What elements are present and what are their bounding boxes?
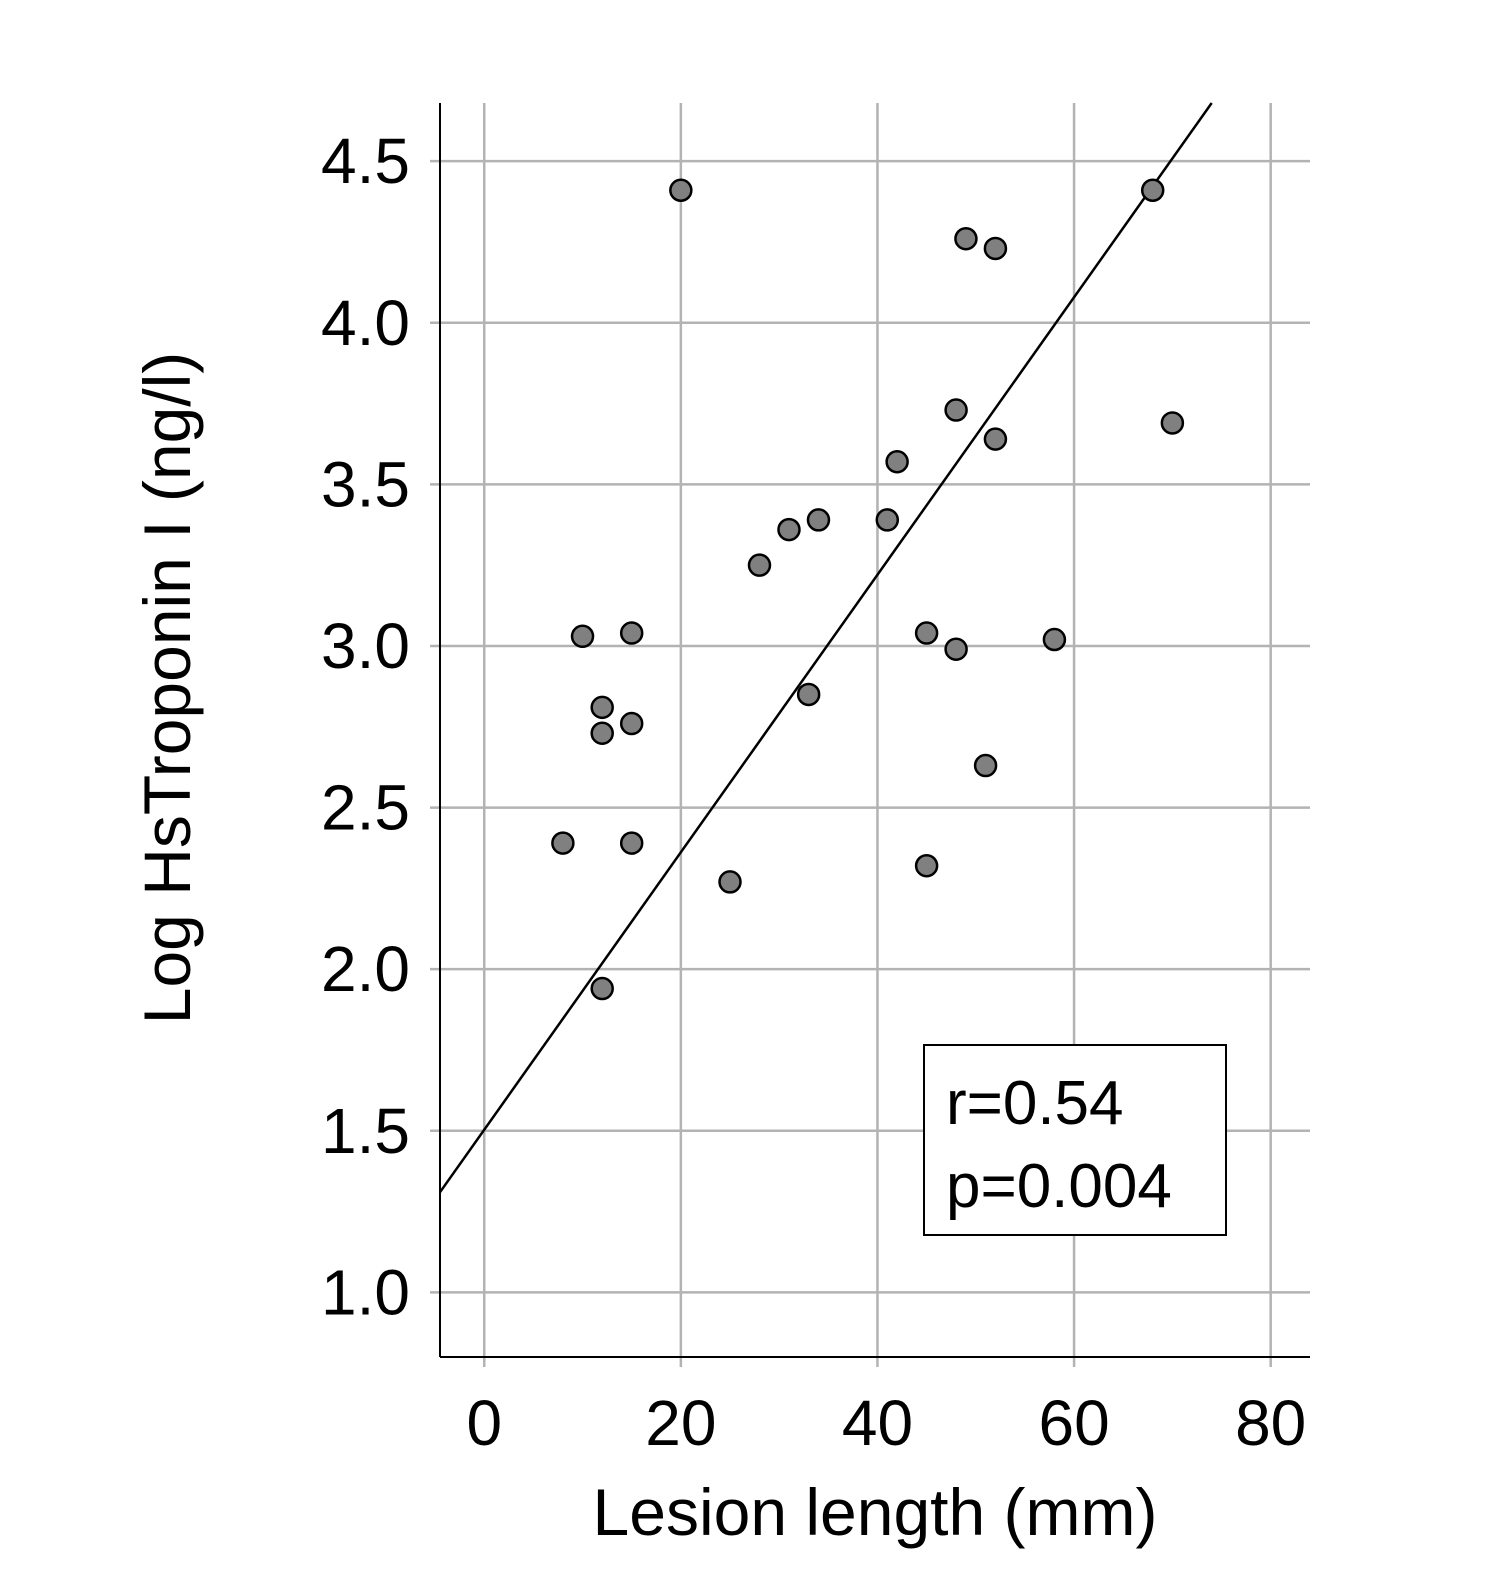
- data-point: [590, 721, 614, 745]
- data-point: [777, 517, 801, 542]
- data-point: [885, 449, 909, 474]
- axes: [439, 103, 1310, 1358]
- data-point: [914, 621, 939, 645]
- stats-annotation-box: [923, 1044, 1227, 1236]
- y-tick-label: 4.0: [321, 287, 410, 359]
- regression-line: [438, 102, 1213, 1193]
- data-point: [914, 853, 939, 878]
- p-value-text: p=0.004: [946, 1152, 1172, 1221]
- data-point: [983, 427, 1008, 451]
- data-point: [1140, 178, 1165, 203]
- data-point: [590, 695, 614, 720]
- x-axis-title: Lesion length (mm): [593, 1475, 1158, 1549]
- stats-annotation: r=0.54 p=0.004: [923, 1044, 1227, 1236]
- tick-labels: 0 20 40 60 80 1.0 1.5 2.0 2.5 3.0 3.5 4.0 4.5: [321, 125, 1306, 1459]
- data-point: [875, 508, 900, 532]
- x-tick-label: 60: [1038, 1387, 1109, 1459]
- data-point: [619, 831, 644, 855]
- x-tick-label: 40: [842, 1387, 913, 1459]
- data-point: [1042, 627, 1067, 652]
- y-tick-label: 2.5: [321, 772, 410, 844]
- data-point: [973, 753, 998, 778]
- grid: [430, 103, 1310, 1367]
- x-tick-label: 80: [1235, 1387, 1306, 1459]
- data-point: [570, 624, 595, 649]
- data-point: [1160, 411, 1185, 435]
- correlation-text: r=0.54: [946, 1069, 1124, 1138]
- y-tick-label: 1.0: [321, 1256, 410, 1328]
- data-points: [551, 178, 1185, 1001]
- data-point: [619, 621, 644, 645]
- data-point: [747, 553, 772, 577]
- y-tick-label: 3.5: [321, 448, 410, 520]
- data-point: [983, 236, 1008, 261]
- regression-line-group: [438, 102, 1213, 1193]
- data-point: [551, 831, 575, 855]
- data-point: [718, 870, 742, 894]
- y-tick-label: 3.0: [321, 610, 410, 682]
- data-point: [669, 178, 693, 203]
- data-point: [796, 682, 821, 707]
- data-point: [806, 508, 831, 532]
- y-tick-label: 2.0: [321, 933, 410, 1005]
- x-tick-label: 0: [466, 1387, 502, 1459]
- data-point: [619, 711, 644, 736]
- data-point: [944, 398, 968, 422]
- data-point: [944, 637, 968, 661]
- x-tick-label: 20: [645, 1387, 716, 1459]
- y-tick-label: 4.5: [321, 125, 410, 197]
- y-tick-label: 1.5: [321, 1095, 410, 1167]
- data-point: [954, 226, 978, 251]
- data-point: [590, 976, 614, 1001]
- y-axis-title: Log HsTroponin I (ng/l): [130, 352, 204, 1025]
